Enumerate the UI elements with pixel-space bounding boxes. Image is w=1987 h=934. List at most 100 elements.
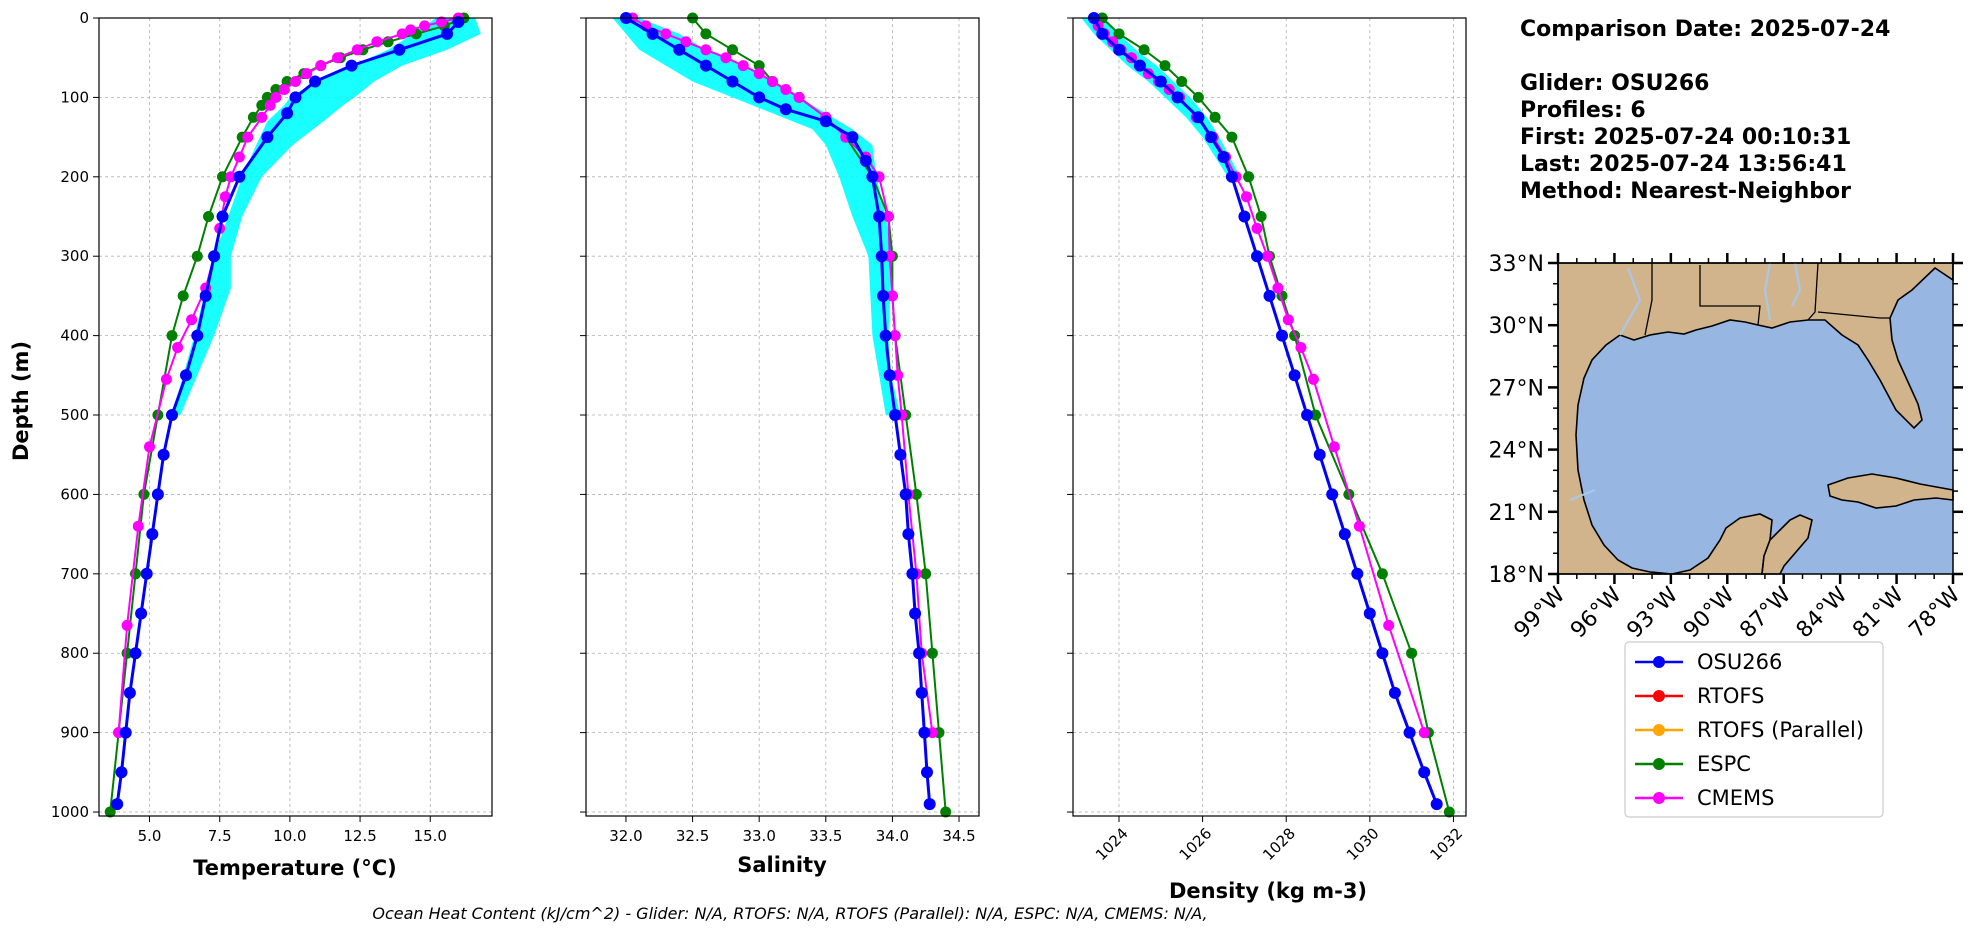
espc-point [1406, 647, 1418, 659]
espc-point [270, 84, 282, 95]
cmems-point [172, 342, 184, 353]
osu266-point [309, 75, 322, 88]
cmems-point [1418, 727, 1430, 739]
osu266-point [1388, 686, 1401, 699]
espc-point [166, 330, 178, 342]
density-panel: 1024 1026 1028 1030 1032 [1067, 12, 1467, 864]
legend-marker [1653, 690, 1665, 702]
espc-point [910, 488, 922, 500]
osu266-point [909, 607, 922, 620]
glider-spread-band [172, 18, 481, 415]
osu266-point [894, 448, 907, 461]
osu266-point [1225, 170, 1238, 183]
osu266-point [915, 686, 928, 699]
espc-point [1192, 91, 1204, 103]
map-land-north [1557, 262, 1954, 575]
osu266-point [923, 798, 936, 811]
cmems-point [242, 131, 254, 143]
map-land-cuba [1827, 473, 1954, 509]
osu266-point [673, 43, 686, 56]
axes-frame [1072, 17, 1467, 817]
map-lat-label: 33°N [1489, 252, 1544, 277]
espc-point [203, 211, 214, 222]
cmems-point [882, 211, 894, 222]
cmems-point [1261, 250, 1273, 262]
cmems-point [186, 314, 198, 326]
osu266-point [859, 154, 872, 167]
cmems-point [660, 28, 672, 40]
cmems-point [767, 76, 778, 87]
osu266-point [646, 27, 659, 40]
cmems-point [889, 330, 901, 342]
y-tick-label: 100 [60, 88, 89, 106]
x-tick-label: 33.0 [742, 827, 775, 845]
x-tick-label: 1030 [1343, 824, 1383, 864]
osu266-point [819, 115, 832, 128]
osu266-point [699, 59, 712, 72]
osu266-point [233, 170, 246, 183]
osu266-point [261, 131, 274, 144]
legend-marker [1653, 724, 1665, 736]
osu266-point [180, 369, 192, 382]
ocean-heat-content-footer: Ocean Heat Content (kJ/cm^2) - Glider: N… [372, 904, 1207, 923]
espc-point [1376, 568, 1388, 580]
cmems-point [144, 441, 155, 453]
cmems-point [419, 20, 431, 32]
info-line: Glider: OSU266 [1520, 71, 1709, 96]
y-tick-label: 1000 [51, 803, 89, 821]
osu266-point [753, 91, 766, 104]
osu266-point [1376, 647, 1389, 660]
y-tick-label: 400 [60, 327, 89, 345]
temperature-axis-label: Temperature (°C) [193, 856, 396, 880]
osu266-point [157, 448, 170, 461]
espc-point [1209, 111, 1221, 123]
osu266-point [345, 59, 358, 72]
osu266-point [119, 726, 132, 739]
legend-marker [1653, 758, 1665, 770]
x-tick-label: 1026 [1176, 824, 1216, 864]
osu266-point [1263, 289, 1276, 302]
espc-point [1138, 44, 1150, 56]
osu266-point [913, 647, 926, 660]
osu266-point [726, 75, 739, 88]
cmems-point [1251, 222, 1263, 234]
cmems-point [371, 36, 383, 48]
osu266-point [875, 250, 888, 263]
cmems-point [160, 373, 172, 385]
y-tick-label: 0 [79, 9, 89, 27]
espc-point [920, 568, 932, 580]
osu266-point [199, 289, 212, 302]
osu266-point [1238, 210, 1251, 223]
cmems-point [278, 84, 290, 95]
espc-point [1226, 131, 1238, 143]
map-lat-label: 18°N [1489, 563, 1544, 588]
cmems-point [315, 60, 327, 72]
cmems-point [1307, 373, 1319, 385]
cmems-point [225, 171, 237, 183]
x-tick-label: 7.5 [208, 827, 232, 845]
espc-point [138, 488, 150, 500]
legend-label: RTOFS [1697, 684, 1764, 708]
osu266-point [1351, 567, 1364, 580]
cmems-point [264, 99, 276, 111]
cmems-point [780, 84, 792, 95]
osu266-point [779, 103, 792, 116]
osu266-point [289, 91, 302, 104]
cmems-point [1353, 520, 1365, 532]
osu266-point [1301, 409, 1314, 421]
map-frame [1557, 262, 1954, 575]
cmems-point [436, 16, 447, 28]
osu266-point [140, 567, 153, 580]
osu266-point [1205, 131, 1217, 144]
y-tick-label: 900 [60, 724, 89, 742]
x-tick-label: 1024 [1092, 824, 1132, 864]
cmems-point [1328, 441, 1340, 453]
osu266-point [111, 798, 124, 811]
osu266-point [1430, 798, 1443, 811]
espc-point [104, 806, 116, 818]
osu266-point [1113, 43, 1125, 56]
osu266-point [393, 43, 406, 56]
espc-point [177, 290, 189, 302]
